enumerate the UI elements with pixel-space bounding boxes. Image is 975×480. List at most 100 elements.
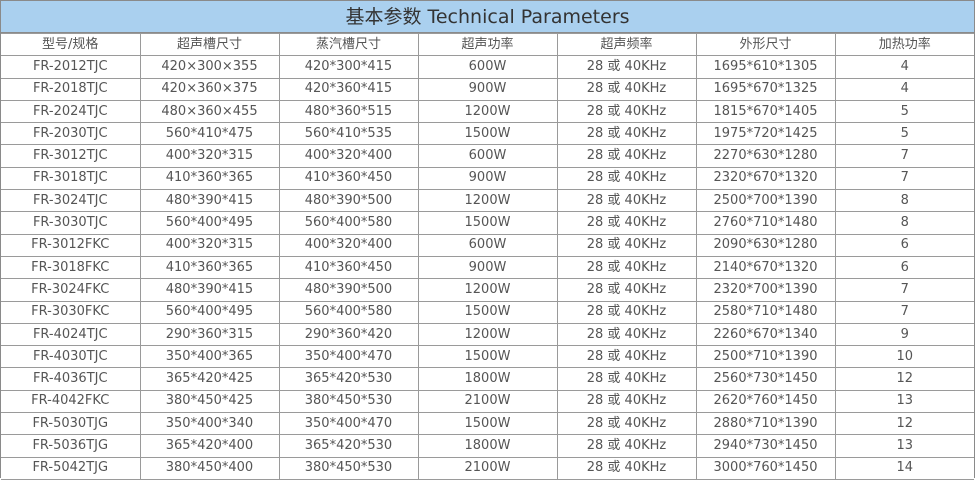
table-cell: 2880*710*1390	[695, 412, 836, 436]
table-cell: 420×300×355	[139, 55, 280, 79]
table-cell: 1500W	[417, 211, 558, 235]
table-cell: 480*360*515	[278, 99, 419, 124]
table-cell: 1200W	[417, 189, 558, 213]
table-cell: 28 或 40KHz	[556, 99, 697, 124]
table-cell: 365*420*530	[278, 434, 419, 458]
table-cell: 400*320*315	[139, 233, 280, 257]
table-title: 基本参数 Technical Parameters	[1, 1, 974, 33]
table-cell: 28 或 40KHz	[556, 367, 697, 391]
table-cell: 28 或 40KHz	[556, 255, 697, 280]
table-cell: 2140*670*1320	[695, 255, 836, 280]
table-row: FR-2012TJC 420×300×355 420*300*415 600W 28 或…	[1, 55, 974, 79]
table-cell: 2270*630*1280	[695, 144, 836, 168]
table-cell: 28 或 40KHz	[556, 345, 697, 369]
table-cell: FR-3018FKC	[1, 255, 141, 280]
table-cell: 400*320*400	[278, 144, 419, 168]
table-cell: 7	[834, 300, 974, 324]
table-cell: 4	[834, 77, 974, 101]
table-cell: 380*450*530	[278, 456, 419, 480]
table-cell: 1695*610*1305	[695, 55, 836, 79]
table-cell: 420×360×375	[139, 77, 280, 101]
table-cell: 410*360*450	[278, 166, 419, 191]
table-cell: 410*360*365	[139, 166, 280, 191]
table-cell: 2320*700*1390	[695, 278, 836, 302]
table-cell: 13	[834, 434, 974, 458]
table-cell: 1200W	[417, 278, 558, 302]
table-cell: 28 或 40KHz	[556, 144, 697, 168]
table-cell: 420*300*415	[278, 55, 419, 79]
table-cell: 28 或 40KHz	[556, 412, 697, 436]
table-row: FR-3012FKC 400*320*315 400*320*400 600W 28 或…	[1, 233, 974, 257]
table-cell: 2620*760*1450	[695, 389, 836, 414]
table-cell: 365*420*425	[139, 367, 280, 391]
table-cell: 350*400*340	[139, 412, 280, 436]
table-cell: 900W	[417, 255, 558, 280]
column-header: 超声槽尺寸	[139, 32, 280, 57]
table-cell: 28 或 40KHz	[556, 300, 697, 324]
table-cell: 7	[834, 278, 974, 302]
table-cell: 2500*700*1390	[695, 189, 836, 213]
table-cell: 480×360×455	[139, 99, 280, 124]
table-cell: 600W	[417, 144, 558, 168]
table-cell: FR-3012FKC	[1, 233, 141, 257]
table-cell: 13	[834, 389, 974, 414]
table-cell: FR-2030TJC	[1, 122, 141, 146]
table-cell: 1500W	[417, 300, 558, 324]
table-cell: 1815*670*1405	[695, 99, 836, 124]
table-cell: 2100W	[417, 389, 558, 414]
table-cell: 1200W	[417, 322, 558, 347]
table-cell: 28 或 40KHz	[556, 77, 697, 101]
table-cell: 5	[834, 99, 974, 124]
table-cell: 28 或 40KHz	[556, 322, 697, 347]
column-header: 超声频率	[556, 32, 697, 57]
table-cell: 400*320*315	[139, 144, 280, 168]
table-cell: FR-4030TJC	[1, 345, 141, 369]
table-cell: 28 或 40KHz	[556, 122, 697, 146]
table-cell: 28 或 40KHz	[556, 278, 697, 302]
table-cell: 3000*760*1450	[695, 456, 836, 480]
table-row: FR-3030FKC 560*400*495 560*400*580 1500W 28 …	[1, 300, 974, 324]
table-cell: 560*410*475	[139, 122, 280, 146]
table-cell: FR-5030TJG	[1, 412, 141, 436]
table-row: FR-3018TJC 410*360*365 410*360*450 900W 28 或…	[1, 166, 974, 191]
table-cell: 2560*730*1450	[695, 367, 836, 391]
table-row: FR-4030TJC 350*400*365 350*400*470 1500W 28 …	[1, 345, 974, 369]
table-row: FR-3030TJC 560*400*495 560*400*580 1500W 28 …	[1, 211, 974, 235]
table-cell: 2500*710*1390	[695, 345, 836, 369]
table-cell: 28 或 40KHz	[556, 55, 697, 79]
table-cell: 2090*630*1280	[695, 233, 836, 257]
table-row: FR-4042FKC 380*450*425 380*450*530 2100W 28 …	[1, 389, 974, 414]
table-cell: 28 或 40KHz	[556, 456, 697, 480]
table-cell: 2580*710*1480	[695, 300, 836, 324]
table-cell: FR-3030TJC	[1, 211, 141, 235]
table-cell: 365*420*530	[278, 367, 419, 391]
table-cell: 600W	[417, 233, 558, 257]
table-cell: 28 或 40KHz	[556, 389, 697, 414]
table-cell: 2260*670*1340	[695, 322, 836, 347]
table-cell: 6	[834, 233, 974, 257]
table-cell: 350*400*365	[139, 345, 280, 369]
table-cell: 2320*670*1320	[695, 166, 836, 191]
table-row: FR-5042TJG 380*450*400 380*450*530 2100W 28 …	[1, 456, 974, 480]
column-header: 型号/规格	[1, 32, 141, 57]
table-row: FR-4036TJC 365*420*425 365*420*530 1800W 28 …	[1, 367, 974, 391]
table-cell: 28 或 40KHz	[556, 211, 697, 235]
table-cell: FR-3012TJC	[1, 144, 141, 168]
table-cell: 2100W	[417, 456, 558, 480]
table-cell: FR-2012TJC	[1, 55, 141, 79]
table-cell: 1800W	[417, 434, 558, 458]
table-cell: 380*450*425	[139, 389, 280, 414]
table-cell: 7	[834, 144, 974, 168]
table-cell: 28 或 40KHz	[556, 189, 697, 213]
table-cell: 365*420*400	[139, 434, 280, 458]
table-cell: FR-3024TJC	[1, 189, 141, 213]
table-cell: 350*400*470	[278, 412, 419, 436]
table-cell: 560*400*580	[278, 211, 419, 235]
header-row: 型号/规格 超声槽尺寸 蒸汽槽尺寸 超声功率 超声频率 外形尺寸 加热功率	[1, 32, 974, 57]
table-cell: 560*410*535	[278, 122, 419, 146]
table-cell: 480*390*500	[278, 278, 419, 302]
table-row: FR-2018TJC 420×360×375 420*360*415 900W 28 或…	[1, 77, 974, 101]
table-cell: 1800W	[417, 367, 558, 391]
table-cell: 1695*670*1325	[695, 77, 836, 101]
table-row: FR-3018FKC 410*360*365 410*360*450 900W 28 或…	[1, 255, 974, 280]
